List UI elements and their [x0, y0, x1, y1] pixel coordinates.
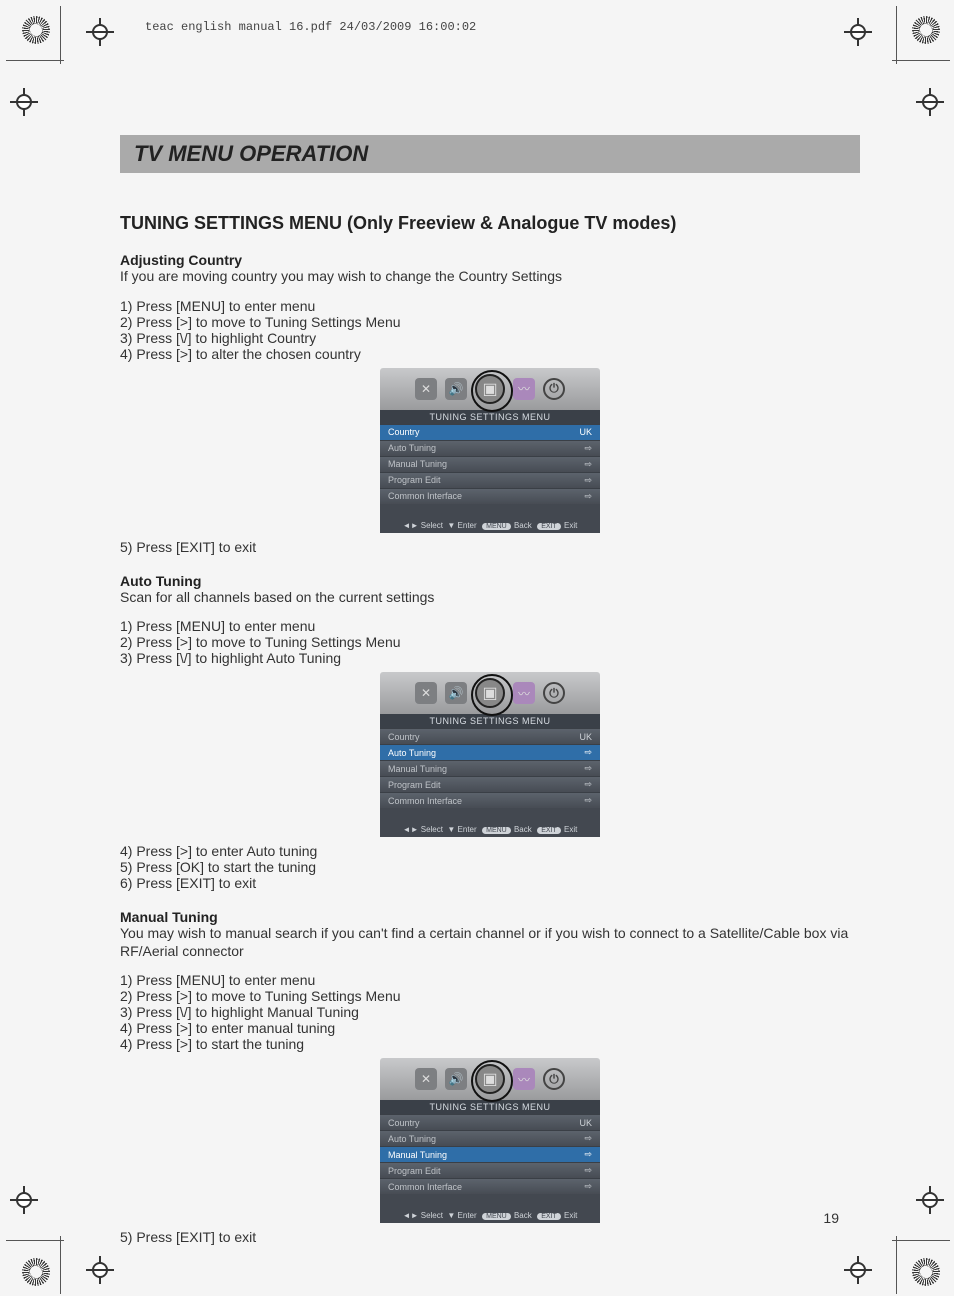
- manual-post: 5) Press [EXIT] to exit: [120, 1229, 860, 1245]
- country-steps: 1) Press [MENU] to enter menu 2) Press […: [120, 298, 860, 362]
- tuning-icon: ▣: [475, 374, 505, 404]
- country-intro: If you are moving country you may wish t…: [120, 268, 860, 286]
- tv-menu-figure-country: ✕ 🔊 ▣ 〰 ⏻ TUNING SETTINGS MENU CountryUK…: [380, 368, 600, 533]
- setup-icon: 〰: [513, 682, 535, 704]
- tv-menu-row: Common Interface⇨: [380, 488, 600, 504]
- crop-cross-icon: [920, 92, 940, 112]
- step: 6) Press [EXIT] to exit: [120, 875, 860, 891]
- picture-icon: ✕: [415, 378, 437, 400]
- crop-rule: [6, 1240, 64, 1241]
- setup-icon: 〰: [513, 1068, 535, 1090]
- country-subtitle: Adjusting Country: [120, 252, 860, 268]
- crop-rule: [896, 1236, 897, 1294]
- crop-cross-icon: [848, 1260, 868, 1280]
- tv-menu-figure-manual: ✕ 🔊 ▣ 〰 ⏻ TUNING SETTINGS MENU CountryUK…: [380, 1058, 600, 1223]
- step: 2) Press [>] to move to Tuning Settings …: [120, 314, 860, 330]
- step: 2) Press [>] to move to Tuning Settings …: [120, 634, 860, 650]
- page-content: TV MENU OPERATION TUNING SETTINGS MENU (…: [120, 135, 860, 1245]
- tv-menu-row: Common Interface⇨: [380, 1178, 600, 1194]
- step: 2) Press [>] to move to Tuning Settings …: [120, 988, 860, 1004]
- tv-menu-title: TUNING SETTINGS MENU: [380, 410, 600, 424]
- crop-rule: [896, 6, 897, 64]
- tv-menu-row: Manual Tuning⇨: [380, 760, 600, 776]
- tv-menu-title: TUNING SETTINGS MENU: [380, 1100, 600, 1114]
- crop-rule: [60, 1236, 61, 1294]
- tv-menu-row: CountryUK: [380, 728, 600, 744]
- manual-intro: You may wish to manual search if you can…: [120, 925, 860, 960]
- crop-burst-icon: [912, 16, 940, 44]
- step: 1) Press [MENU] to enter menu: [120, 972, 860, 988]
- crop-cross-icon: [848, 22, 868, 42]
- crop-burst-icon: [22, 16, 50, 44]
- step: 3) Press [\/] to highlight Auto Tuning: [120, 650, 860, 666]
- tv-menu-row: CountryUK: [380, 424, 600, 440]
- step: 4) Press [>] to enter manual tuning: [120, 1020, 860, 1036]
- step: 3) Press [\/] to highlight Manual Tuning: [120, 1004, 860, 1020]
- tv-menu-figure-auto: ✕ 🔊 ▣ 〰 ⏻ TUNING SETTINGS MENU CountryUK…: [380, 672, 600, 837]
- tv-menu-row: Auto Tuning⇨: [380, 440, 600, 456]
- crop-rule: [892, 60, 950, 61]
- auto-intro: Scan for all channels based on the curre…: [120, 589, 860, 607]
- tv-menu-row: Program Edit⇨: [380, 776, 600, 792]
- sound-icon: 🔊: [445, 1068, 467, 1090]
- step: 4) Press [>] to start the tuning: [120, 1036, 860, 1052]
- tv-menu-row: Manual Tuning⇨: [380, 1146, 600, 1162]
- step: 1) Press [MENU] to enter menu: [120, 618, 860, 634]
- power-icon: ⏻: [543, 682, 565, 704]
- tv-menu-row: Common Interface⇨: [380, 792, 600, 808]
- step: 4) Press [>] to enter Auto tuning: [120, 843, 860, 859]
- crop-rule: [60, 6, 61, 64]
- crop-cross-icon: [14, 92, 34, 112]
- auto-steps: 1) Press [MENU] to enter menu 2) Press […: [120, 618, 860, 666]
- tv-menu-row: Auto Tuning⇨: [380, 744, 600, 760]
- section-banner: TV MENU OPERATION: [120, 135, 860, 173]
- tuning-icon: ▣: [475, 1064, 505, 1094]
- tv-menu-title: TUNING SETTINGS MENU: [380, 714, 600, 728]
- page-number: 19: [823, 1210, 839, 1226]
- country-post: 5) Press [EXIT] to exit: [120, 539, 860, 555]
- crop-cross-icon: [90, 1260, 110, 1280]
- tv-menu-row: Program Edit⇨: [380, 1162, 600, 1178]
- auto-subtitle: Auto Tuning: [120, 573, 860, 589]
- setup-icon: 〰: [513, 378, 535, 400]
- tv-menu-footer: ◄► Select ▼ Enter MENU Back EXIT Exit: [380, 822, 600, 837]
- tv-menu-icon-row: ✕ 🔊 ▣ 〰 ⏻: [380, 672, 600, 714]
- tv-menu-row: CountryUK: [380, 1114, 600, 1130]
- step: 1) Press [MENU] to enter menu: [120, 298, 860, 314]
- tv-menu-footer: ◄► Select ▼ Enter MENU Back EXIT Exit: [380, 1208, 600, 1223]
- banner-title: TV MENU OPERATION: [134, 141, 846, 167]
- crop-burst-icon: [912, 1258, 940, 1286]
- auto-post: 4) Press [>] to enter Auto tuning 5) Pre…: [120, 843, 860, 891]
- section-title: TUNING SETTINGS MENU (Only Freeview & An…: [120, 213, 860, 234]
- tuning-icon: ▣: [475, 678, 505, 708]
- power-icon: ⏻: [543, 378, 565, 400]
- manual-subtitle: Manual Tuning: [120, 909, 860, 925]
- tv-menu-footer: ◄► Select ▼ Enter MENU Back EXIT Exit: [380, 518, 600, 533]
- tv-menu-icon-row: ✕ 🔊 ▣ 〰 ⏻: [380, 368, 600, 410]
- power-icon: ⏻: [543, 1068, 565, 1090]
- tv-menu-row: Program Edit⇨: [380, 472, 600, 488]
- crop-cross-icon: [90, 22, 110, 42]
- sound-icon: 🔊: [445, 682, 467, 704]
- sound-icon: 🔊: [445, 378, 467, 400]
- crop-cross-icon: [920, 1190, 940, 1210]
- tv-menu-row: Auto Tuning⇨: [380, 1130, 600, 1146]
- step: 4) Press [>] to alter the chosen country: [120, 346, 860, 362]
- step: 5) Press [OK] to start the tuning: [120, 859, 860, 875]
- tv-menu-icon-row: ✕ 🔊 ▣ 〰 ⏻: [380, 1058, 600, 1100]
- manual-steps: 1) Press [MENU] to enter menu 2) Press […: [120, 972, 860, 1052]
- crop-burst-icon: [22, 1258, 50, 1286]
- tv-menu-row: Manual Tuning⇨: [380, 456, 600, 472]
- pdf-meta-header: teac english manual 16.pdf 24/03/2009 16…: [145, 20, 476, 34]
- picture-icon: ✕: [415, 682, 437, 704]
- crop-cross-icon: [14, 1190, 34, 1210]
- crop-rule: [892, 1240, 950, 1241]
- crop-rule: [6, 60, 64, 61]
- step: 3) Press [\/] to highlight Country: [120, 330, 860, 346]
- picture-icon: ✕: [415, 1068, 437, 1090]
